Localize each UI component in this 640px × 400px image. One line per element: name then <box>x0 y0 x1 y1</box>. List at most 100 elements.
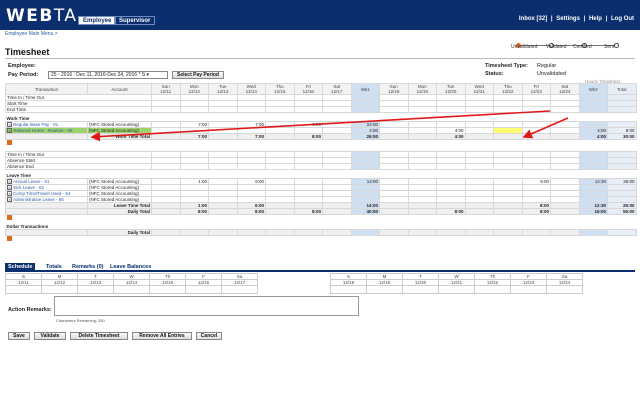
col-header-day: Wed 12/21 <box>464 83 494 95</box>
work-time-section: Work Time <box>6 116 30 121</box>
hourly-timesheet-link[interactable]: Hourly Timesheet <box>585 79 621 84</box>
nav-tab-employee[interactable]: Employee <box>78 16 117 25</box>
schedule-cell <box>474 285 511 294</box>
tab-schedule[interactable]: Schedule <box>5 263 36 272</box>
remove-row-icon[interactable]: × <box>7 197 12 202</box>
transaction-code[interactable]: Sick Leave - 62 <box>13 185 45 190</box>
chevron-down-icon: ▾ <box>146 72 150 78</box>
tab-leave-balances[interactable]: Leave Balances <box>110 264 152 270</box>
remove-row-icon[interactable]: × <box>7 179 12 184</box>
account-cell: Daily Total <box>87 208 152 215</box>
delete-timesheet-button[interactable]: Delete Timesheet <box>70 332 128 340</box>
nav-tab-supervisor[interactable]: Supervisor <box>114 16 156 25</box>
dollar-daily-total-row: Daily Total <box>5 229 637 236</box>
pay-period-select[interactable]: 25 - 2016 : Dec 11, 2016-Dec 24, 2016 * … <box>48 71 168 79</box>
step-label-certified: Certified <box>573 44 592 50</box>
page-title: Timesheet <box>5 47 50 57</box>
transaction-code[interactable]: Administrative Leave - 66 <box>13 197 64 202</box>
add-row-icon[interactable] <box>6 236 12 241</box>
hours-cell <box>607 229 637 236</box>
remove-all-entries-button[interactable]: Remove All Entries <box>132 332 192 340</box>
schedule-cell <box>113 285 150 294</box>
schedule-cell <box>366 285 403 294</box>
col-header-day: Wed 12/14 <box>236 83 266 95</box>
schedule-week-2: S M T W Th F Sa 12/18 12/19 12/20 12/21 12/22 12/23 1… <box>330 273 583 294</box>
schedule-cell <box>77 285 114 294</box>
col-header-day: Tue 12/20 <box>436 83 466 95</box>
dollar-add-row <box>6 236 637 243</box>
webta-logo: WEBTA <box>6 6 78 26</box>
timesheet-type-label: Timesheet Type: <box>485 63 528 69</box>
transaction-code[interactable]: Comp Time/Travel Used - 64 <box>13 191 71 196</box>
tab-remarks[interactable]: Remarks (0) <box>72 264 104 270</box>
remove-row-icon[interactable]: × <box>7 185 12 190</box>
remove-row-icon[interactable]: × <box>7 122 12 127</box>
schedule-cell <box>5 285 42 294</box>
step-dot-validated <box>549 43 554 48</box>
step-label-unvalidated: Unvalidated <box>511 44 538 50</box>
transaction-code[interactable]: Telework Home - Routine - 05 <box>13 128 73 133</box>
tab-totals[interactable]: Totals <box>46 264 62 270</box>
absence-start-row: Absence Start <box>5 157 637 164</box>
schedule-cell <box>438 285 475 294</box>
col-header-day: Thu 12/15 <box>265 83 295 95</box>
col-header-day: Fri 12/16 <box>293 83 323 95</box>
employee-label: Employee: <box>8 63 36 69</box>
title-divider <box>5 58 635 59</box>
select-pay-period-button[interactable]: Select Pay Period <box>172 71 224 79</box>
inbox-link[interactable]: Inbox [32] <box>518 16 548 22</box>
leave-time-add-row <box>6 215 637 222</box>
action-remarks-label: Action Remarks: <box>8 307 52 313</box>
help-link[interactable]: Help <box>588 16 602 22</box>
schedule-cell <box>546 285 583 294</box>
top-bar: WEBTA Employee Supervisor Inbox [32] | S… <box>0 0 640 30</box>
hours-cell: 30:00 <box>607 133 637 140</box>
col-header-day: Thu 12/22 <box>493 83 523 95</box>
schedule-cell <box>41 285 78 294</box>
grid-cell[interactable] <box>607 163 637 170</box>
add-row-icon[interactable] <box>6 140 12 145</box>
cancel-button[interactable]: Cancel <box>196 332 222 340</box>
logout-link[interactable]: Log Out <box>611 16 634 22</box>
settings-link[interactable]: Settings <box>556 16 580 22</box>
status-label: Status: <box>485 71 504 77</box>
step-dot-sent <box>614 43 619 48</box>
col-header-day: Mon 12/19 <box>407 83 437 95</box>
col-header-day: Sun 12/11 <box>151 83 181 95</box>
schedule-week-1: S M T W Th F Sa 12/11 12/12 12/13 12/14 12/15 12/16 1… <box>5 273 258 294</box>
hours-cell: 56:00 <box>607 208 637 215</box>
action-remarks-input[interactable] <box>54 296 359 316</box>
schedule-cell <box>510 285 547 294</box>
schedule-cell <box>149 285 186 294</box>
pay-period-label: Pay Period: <box>8 72 39 78</box>
characters-remaining: Characters Remaining: 250 <box>56 318 105 323</box>
col-header-day: Fri 12/23 <box>521 83 551 95</box>
col-header-account: Account <box>87 83 152 95</box>
leave-time-section: Leave Time <box>6 173 31 178</box>
step-label-validated: Validated <box>546 44 567 50</box>
col-header-day: Wk2 <box>578 83 608 95</box>
absence-end-row: Absence End <box>5 163 637 170</box>
daily-total-row: Daily Total 8:00 8:00 8:00 40:00 8:00 8:00 16:0… <box>5 208 637 215</box>
save-button[interactable]: Save <box>8 332 30 340</box>
col-header-day: Total <box>607 83 637 95</box>
transaction-code[interactable]: Regular Base Pay - 01 <box>13 122 59 127</box>
account-cell: Daily Total <box>87 229 152 236</box>
remove-row-icon[interactable]: × <box>7 191 12 196</box>
schedule-cell <box>185 285 222 294</box>
breadcrumb[interactable]: Employee Main Menu > <box>5 31 58 37</box>
grid-cell[interactable] <box>607 106 637 113</box>
col-header-day: Sun 12/18 <box>379 83 409 95</box>
step-dot-unvalidated <box>516 43 521 48</box>
add-row-icon[interactable] <box>6 215 12 220</box>
step-label-sent: Sent <box>604 44 615 50</box>
status-progress <box>512 42 624 52</box>
transaction-code[interactable]: Annual Leave - 61 <box>13 179 50 184</box>
col-header-day: Sat 12/17 <box>322 83 352 95</box>
step-dot-certified <box>582 43 587 48</box>
schedule-cell <box>402 285 439 294</box>
col-header-day: Sat 12/24 <box>550 83 580 95</box>
remove-row-icon[interactable]: × <box>7 128 12 133</box>
validate-button[interactable]: Validate <box>34 332 66 340</box>
work-time-add-row <box>6 140 637 147</box>
